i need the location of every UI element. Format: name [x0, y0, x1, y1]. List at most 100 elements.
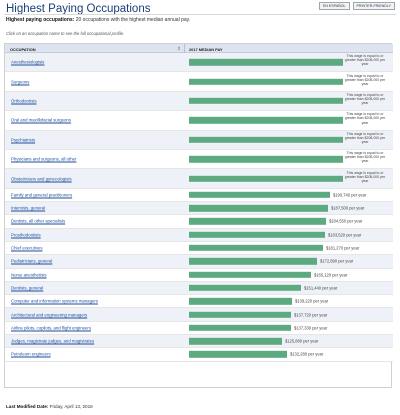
occupation-link[interactable]: Architectural and engineering managers	[11, 312, 88, 318]
pay-bar	[189, 117, 343, 124]
occupations-table: OCCUPATION ⇕ 2017 MEDIAN PAY Anesthesiol…	[4, 43, 393, 388]
row-cell-occupation	[5, 255, 184, 268]
pay-bar	[189, 337, 282, 345]
row-cell-occupation	[5, 321, 184, 334]
occupation-link[interactable]: Anesthesiologists	[11, 59, 45, 65]
table-row: Computer and information systems manager…	[5, 295, 393, 309]
occupation-link[interactable]: Airline pilots, copilots, and flight eng…	[11, 325, 92, 331]
pay-bar	[189, 155, 343, 163]
pay-note: This wage is equal to or greater than $2…	[344, 92, 386, 106]
row-cell-occupation	[5, 53, 184, 72]
column-divider	[184, 44, 185, 53]
occupation-link[interactable]: Psychiatrists	[11, 137, 36, 143]
pay-bar	[189, 218, 326, 225]
pay-bar	[189, 231, 325, 238]
pay-label: $125,880 per year	[285, 338, 319, 344]
table-row: Internists, general $187,500 per year	[5, 202, 393, 216]
occupation-link[interactable]: Petroleum engineers	[11, 351, 51, 357]
pay-bar	[189, 191, 330, 199]
pay-note: This wage is equal to or greater than $2…	[344, 54, 386, 67]
pay-label: $183,520 per year	[328, 232, 362, 238]
table-header: OCCUPATION ⇕ 2017 MEDIAN PAY	[5, 44, 393, 53]
table-row: Orthodontists This wage is equal to or gr…	[5, 91, 393, 112]
row-cell-occupation	[5, 295, 184, 308]
occupation-link[interactable]: Oral and maxillofacial surgeons	[11, 117, 71, 123]
row-cell-occupation	[5, 215, 184, 228]
pay-bar	[189, 204, 328, 212]
row-cell-occupation	[5, 72, 184, 91]
table-row: Nurse anesthetists $165,120 per year	[5, 268, 393, 282]
pay-bar	[189, 97, 343, 105]
hint-text: Click on an occupation name to see the f…	[6, 31, 125, 36]
occupation-link[interactable]: Internists, general	[11, 205, 46, 211]
subtitle-text: 20 occupations with the highest median a…	[74, 17, 191, 23]
occupation-link[interactable]: Physicians and surgeons, all other	[11, 156, 77, 162]
pay-label: $190,740 per year	[333, 192, 367, 198]
table-body: Anesthesiologists This wage is equal to o…	[5, 53, 393, 362]
printer-friendly-link[interactable]: PRINTER-FRIENDLY	[352, 2, 395, 10]
espanol-link[interactable]: EN ESPAÑOL	[318, 2, 350, 10]
occupation-link[interactable]: Chief executives	[11, 245, 43, 251]
pay-bar	[189, 58, 343, 66]
row-cell-occupation	[5, 91, 184, 111]
table-row: Anesthesiologists This wage is equal to o…	[5, 53, 393, 73]
pay-note: This wage is equal to or greater than $2…	[344, 151, 386, 164]
median-pay-column-header[interactable]: 2017 MEDIAN PAY	[189, 46, 223, 52]
table-row: Petroleum engineers $132,280 per year	[5, 348, 393, 362]
pay-label: $184,550 per year	[329, 218, 363, 224]
table-row: Airline pilots, copilots, and flight eng…	[5, 321, 393, 335]
pay-bar	[189, 311, 291, 318]
row-cell-occupation	[5, 169, 184, 188]
pay-bar	[189, 175, 343, 182]
pay-bar	[189, 244, 323, 252]
occupation-link[interactable]: Family and general practitioners	[11, 192, 73, 198]
last-modified-date: Friday, April 13, 2018	[48, 404, 93, 409]
occupation-link[interactable]: Surgeons	[11, 79, 30, 85]
occupation-link[interactable]: Computer and information systems manager…	[11, 298, 98, 304]
pay-label: $139,220 per year	[295, 298, 329, 304]
table-row: Architectural and engineering managers $1…	[5, 308, 393, 322]
row-cell-occupation	[5, 335, 184, 348]
table-row: Psychiatrists This wage is equal to or gr…	[5, 130, 393, 150]
occupation-link[interactable]: Judges, magistrate judges, and magistrat…	[11, 338, 95, 344]
row-cell-occupation	[5, 241, 184, 255]
pay-label: $132,280 per year	[290, 351, 324, 357]
pay-label: $187,500 per year	[331, 205, 365, 211]
pay-label: $151,440 per year	[304, 285, 338, 291]
table-row: Dentists, general $151,440 per year	[5, 281, 393, 296]
pay-bar	[189, 78, 343, 85]
pay-bar	[189, 136, 343, 143]
subtitle: Highest paying occupations: 20 occupatio…	[6, 17, 190, 23]
sort-arrows-icon[interactable]: ⇕	[177, 45, 181, 51]
pay-bar	[189, 351, 287, 358]
table-row: Physicians and surgeons, all other This w…	[5, 149, 393, 170]
row-cell-occupation	[5, 268, 184, 281]
pay-note: This wage is equal to or greater than $2…	[344, 112, 386, 125]
table-row: Pediatricians, general $172,890 per year	[5, 255, 393, 269]
table-row: Judges, magistrate judges, and magistrat…	[5, 335, 393, 349]
occupation-link[interactable]: Orthodontists	[11, 98, 37, 104]
occupation-link[interactable]: Dentists, general	[11, 285, 44, 291]
occupation-link[interactable]: Pediatricians, general	[11, 258, 53, 264]
row-cell-occupation	[5, 202, 184, 215]
table-row: Surgeons This wage is equal to or greater…	[5, 72, 393, 92]
page-title: Highest Paying Occupations	[6, 3, 151, 15]
occupation-link[interactable]: Dentists, all other specialists	[11, 218, 66, 224]
pay-label: $172,890 per year	[320, 258, 354, 264]
pay-note: This wage is equal to or greater than $2…	[344, 73, 386, 86]
row-cell-occupation	[5, 308, 184, 321]
pay-note: This wage is equal to or greater than $2…	[344, 170, 386, 183]
row-cell-occupation	[5, 188, 184, 202]
pay-label: $181,270 per year	[326, 245, 360, 251]
occupation-link[interactable]: Nurse anesthetists	[11, 272, 47, 278]
occupation-link[interactable]: Prosthodontists	[11, 232, 41, 238]
pay-bar	[189, 258, 317, 265]
row-cell-occupation	[5, 149, 184, 169]
table-row: Dentists, all other specialists $184,550 …	[5, 215, 393, 229]
subtitle-bold: Highest paying occupations:	[6, 17, 75, 23]
table-row: Prosthodontists $183,520 per year	[5, 228, 393, 242]
occupation-link[interactable]: Obstetricians and gynecologists	[11, 176, 72, 182]
pay-label: $137,720 per year	[294, 312, 328, 318]
occupation-column-header[interactable]: OCCUPATION	[10, 46, 36, 52]
pay-bar	[189, 271, 311, 278]
